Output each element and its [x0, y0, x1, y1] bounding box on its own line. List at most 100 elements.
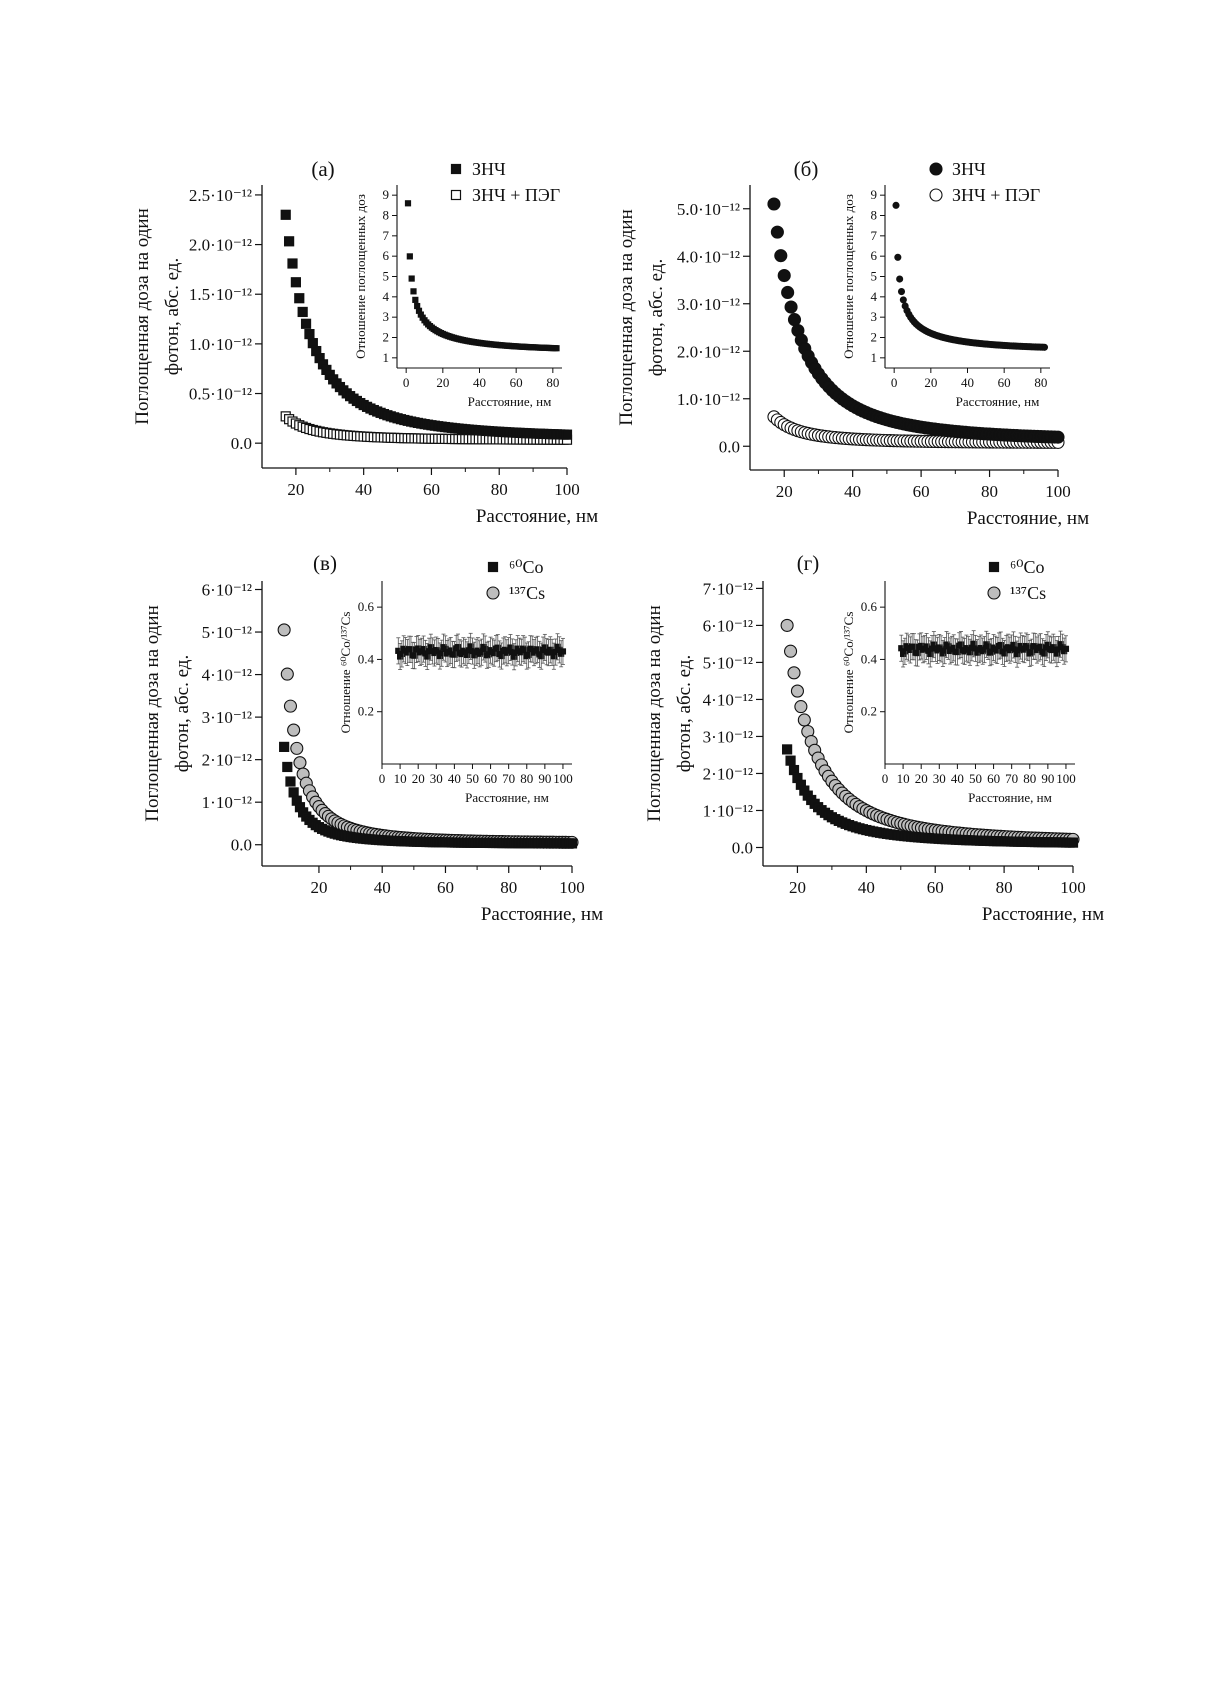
- series-1: [280, 209, 573, 440]
- inset-x-tick-label: 90: [538, 771, 551, 786]
- x-tick-label: 80: [996, 878, 1013, 897]
- legend-label: ¹³⁷Cs: [1010, 583, 1046, 603]
- data-point: [287, 258, 298, 269]
- y-axis-label: фотон, абс. ед.: [172, 655, 193, 772]
- inset-data-point: [559, 648, 567, 655]
- inset-y-tick-label: 4: [871, 289, 878, 304]
- inset-data-point: [411, 652, 418, 659]
- y-tick-label: 6·10⁻¹²: [703, 616, 753, 635]
- inset-x-tick-label: 20: [924, 375, 937, 390]
- y-tick-label: 1·10⁻¹²: [703, 801, 753, 820]
- y-tick-label: 2.5·10⁻¹²: [189, 186, 252, 205]
- data-point: [283, 699, 298, 713]
- legend-item-1: ЗНЧ: [929, 159, 986, 179]
- data-point: [781, 285, 795, 300]
- data-point: [290, 277, 301, 288]
- inset-x-tick-label: 0: [882, 771, 889, 786]
- x-tick-label: 60: [423, 480, 440, 499]
- y-tick-label: 2.0·10⁻¹²: [677, 342, 740, 361]
- x-tick-label: 80: [491, 480, 508, 499]
- inset-data-point: [1062, 645, 1070, 652]
- data-point: [1051, 430, 1065, 444]
- data-point: [285, 776, 296, 787]
- inset-data-point: [553, 345, 560, 352]
- inset-x-tick-label: 60: [484, 771, 497, 786]
- inset-data-point: [1040, 343, 1049, 351]
- inset-x-tick-label: 60: [987, 771, 1000, 786]
- data-point: [304, 329, 315, 340]
- data-point: [282, 761, 293, 773]
- inset-chart: 0 20 40 60 80 1 2 3 4 5 6 7 8 9 Расстояние, нм Отношени…: [353, 185, 562, 409]
- data-point: [300, 318, 312, 329]
- inset-data-point: [899, 296, 907, 304]
- data-point: [797, 713, 811, 727]
- panel-label: (в): [313, 551, 337, 575]
- inset-series: [395, 632, 567, 671]
- y-axis-label: Поглощенная доза на один: [132, 208, 153, 425]
- inset-data-point: [914, 649, 921, 657]
- y-tick-label: 1.5·10⁻¹²: [189, 285, 252, 304]
- legend-item-2: ЗНЧ + ПЭГ: [929, 185, 1040, 205]
- inset-x-tick-label: 30: [933, 771, 946, 786]
- y-tick-label: 3·10⁻¹²: [703, 727, 753, 746]
- legend-marker: [987, 586, 1001, 600]
- inset-data-point: [410, 288, 417, 295]
- y-tick-label: 5·10⁻¹²: [703, 653, 753, 672]
- x-axis-label: Расстояние, нм: [982, 904, 1104, 925]
- chart-panel-3: 20 40 60 80 1000.01·10⁻¹²2·10⁻¹²3·10⁻¹²4·10⁻…: [142, 551, 603, 925]
- inset-y-tick-label: 9: [383, 187, 390, 202]
- y-tick-label: 2.0·10⁻¹²: [189, 236, 252, 255]
- inset-y-tick-label: 0.6: [358, 599, 375, 614]
- legend-item-2: ЗНЧ + ПЭГ: [450, 185, 560, 205]
- y-tick-label: 0.5·10⁻¹²: [189, 385, 252, 404]
- legend-label: ⁶⁰Co: [1010, 557, 1045, 577]
- legend-label: ЗНЧ + ПЭГ: [952, 185, 1040, 205]
- inset-chart: 0 20 40 60 80 100 10 30 50 70 90 0.2 0.4 0.6 Расстояни…: [841, 581, 1076, 805]
- data-point: [280, 209, 291, 220]
- inset-data-point: [897, 288, 906, 296]
- data-point: [770, 225, 784, 239]
- inset-y-tick-label: 0.4: [861, 651, 878, 666]
- inset-series: [404, 200, 560, 352]
- inset-y-axis-label: Отношение поглощенных доз: [841, 194, 856, 359]
- inset-data-point: [894, 253, 902, 261]
- y-tick-label: 4·10⁻¹²: [703, 690, 753, 709]
- x-tick-label: 100: [554, 480, 580, 499]
- inset-y-tick-label: 1: [871, 350, 878, 365]
- data-point: [294, 293, 305, 304]
- inset-x-tick-label: 20: [412, 771, 425, 786]
- inset-y-tick-label: 0.6: [861, 599, 878, 614]
- data-point: [1067, 837, 1079, 848]
- y-axis-label: фотон, абс. ед.: [674, 655, 695, 772]
- inset-x-tick-label: 10: [897, 771, 910, 786]
- inset-x-tick-label: 20: [436, 375, 449, 390]
- legend-item-1: ⁶⁰Co: [988, 557, 1045, 577]
- inset-data-point: [408, 275, 415, 282]
- y-tick-label: 1.0·10⁻¹²: [189, 335, 252, 354]
- legend-item-1: ⁶⁰Co: [487, 557, 544, 577]
- chart-panel-4: 20 40 60 80 1000.01·10⁻¹²2·10⁻¹²3·10⁻¹²4·10⁻…: [644, 551, 1104, 925]
- panel-label: (б): [794, 157, 819, 181]
- legend-item-2: ¹³⁷Cs: [486, 583, 545, 603]
- x-tick-label: 20: [287, 480, 304, 499]
- data-point: [794, 700, 808, 714]
- data-point: [277, 623, 291, 637]
- inset-x-tick-label: 80: [520, 771, 533, 786]
- x-tick-label: 80: [500, 878, 517, 897]
- inset-series: [898, 630, 1070, 668]
- inset-data-point: [957, 641, 965, 648]
- x-tick-label: 40: [355, 480, 372, 499]
- inset-y-tick-label: 1: [383, 350, 390, 365]
- series-1: [279, 741, 578, 849]
- inset-y-tick-label: 0.2: [358, 704, 374, 719]
- x-axis-label: Расстояние, нм: [481, 904, 603, 925]
- legend-marker: [487, 561, 499, 573]
- inset-y-axis-label: Отношение ⁶⁰Co/¹³⁷Cs: [841, 612, 856, 734]
- inset-y-tick-label: 2: [383, 330, 390, 345]
- x-tick-label: 40: [374, 878, 391, 897]
- inset-data-point: [892, 201, 900, 209]
- y-tick-label: 3.0·10⁻¹²: [677, 295, 740, 314]
- legend-label: ЗНЧ: [952, 159, 986, 179]
- data-point: [293, 756, 307, 770]
